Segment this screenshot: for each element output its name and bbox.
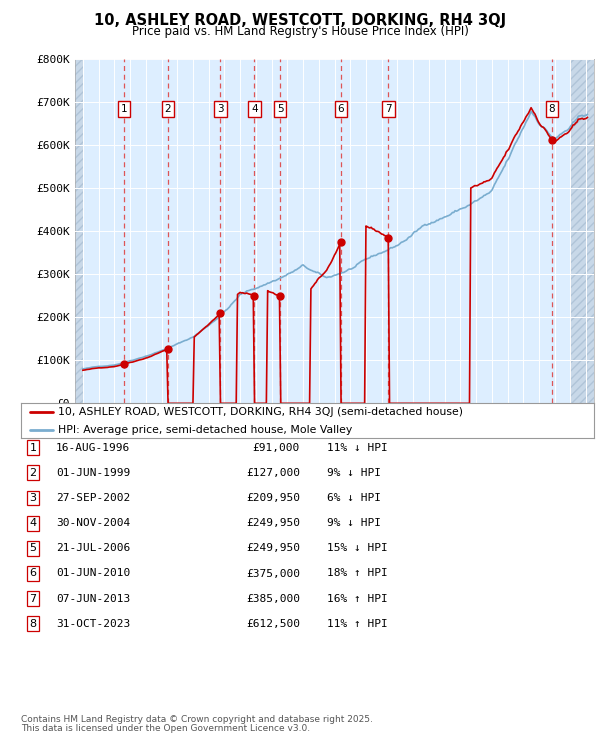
Bar <box>75 59 83 403</box>
Text: 8: 8 <box>548 104 556 114</box>
Text: 16-AUG-1996: 16-AUG-1996 <box>56 443 130 453</box>
Text: 5: 5 <box>29 543 37 554</box>
Text: £375,000: £375,000 <box>246 568 300 579</box>
Text: 11% ↑ HPI: 11% ↑ HPI <box>327 619 388 629</box>
Text: Price paid vs. HM Land Registry's House Price Index (HPI): Price paid vs. HM Land Registry's House … <box>131 25 469 38</box>
Text: 27-SEP-2002: 27-SEP-2002 <box>56 493 130 503</box>
Text: 6: 6 <box>29 568 37 579</box>
Text: £209,950: £209,950 <box>246 493 300 503</box>
Text: £249,950: £249,950 <box>246 543 300 554</box>
Text: £91,000: £91,000 <box>253 443 300 453</box>
Text: 10, ASHLEY ROAD, WESTCOTT, DORKING, RH4 3QJ: 10, ASHLEY ROAD, WESTCOTT, DORKING, RH4 … <box>94 13 506 27</box>
Text: 07-JUN-2013: 07-JUN-2013 <box>56 593 130 604</box>
Text: 31-OCT-2023: 31-OCT-2023 <box>56 619 130 629</box>
Text: HPI: Average price, semi-detached house, Mole Valley: HPI: Average price, semi-detached house,… <box>58 425 352 435</box>
Text: 3: 3 <box>29 493 37 503</box>
Text: 8: 8 <box>29 619 37 629</box>
Bar <box>571 59 594 403</box>
Text: £249,950: £249,950 <box>246 518 300 528</box>
Text: £612,500: £612,500 <box>246 619 300 629</box>
Text: 21-JUL-2006: 21-JUL-2006 <box>56 543 130 554</box>
Text: 5: 5 <box>277 104 284 114</box>
Text: 7: 7 <box>29 593 37 604</box>
Text: 1: 1 <box>29 443 37 453</box>
Text: 7: 7 <box>385 104 392 114</box>
Text: 10, ASHLEY ROAD, WESTCOTT, DORKING, RH4 3QJ (semi-detached house): 10, ASHLEY ROAD, WESTCOTT, DORKING, RH4 … <box>58 407 463 417</box>
Text: 9% ↓ HPI: 9% ↓ HPI <box>327 468 381 478</box>
Text: 18% ↑ HPI: 18% ↑ HPI <box>327 568 388 579</box>
Text: 11% ↓ HPI: 11% ↓ HPI <box>327 443 388 453</box>
Text: 3: 3 <box>217 104 224 114</box>
Text: 6: 6 <box>338 104 344 114</box>
Text: This data is licensed under the Open Government Licence v3.0.: This data is licensed under the Open Gov… <box>21 724 310 733</box>
Text: 2: 2 <box>164 104 171 114</box>
Text: 01-JUN-2010: 01-JUN-2010 <box>56 568 130 579</box>
Text: 01-JUN-1999: 01-JUN-1999 <box>56 468 130 478</box>
Text: 16% ↑ HPI: 16% ↑ HPI <box>327 593 388 604</box>
Text: £127,000: £127,000 <box>246 468 300 478</box>
Text: Contains HM Land Registry data © Crown copyright and database right 2025.: Contains HM Land Registry data © Crown c… <box>21 715 373 724</box>
Text: 6% ↓ HPI: 6% ↓ HPI <box>327 493 381 503</box>
Text: 30-NOV-2004: 30-NOV-2004 <box>56 518 130 528</box>
Text: 2: 2 <box>29 468 37 478</box>
Text: 4: 4 <box>29 518 37 528</box>
Text: £385,000: £385,000 <box>246 593 300 604</box>
Text: 9% ↓ HPI: 9% ↓ HPI <box>327 518 381 528</box>
Text: 4: 4 <box>251 104 258 114</box>
Text: 1: 1 <box>121 104 127 114</box>
Text: 15% ↓ HPI: 15% ↓ HPI <box>327 543 388 554</box>
